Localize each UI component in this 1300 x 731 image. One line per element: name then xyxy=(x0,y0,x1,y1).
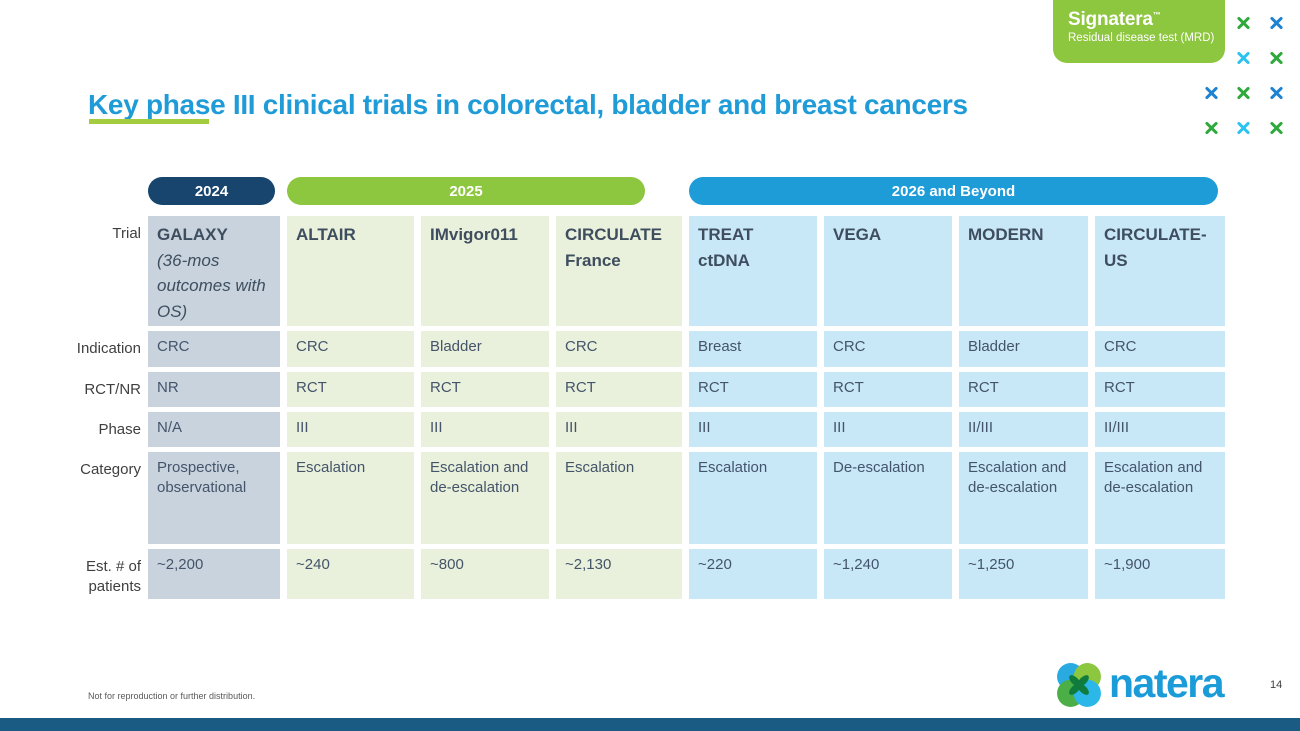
cell-category: Escalation and de-escalation xyxy=(1095,452,1225,544)
x-mark-icon xyxy=(1235,85,1251,101)
page-title: Key phase III clinical trials in colorec… xyxy=(88,88,968,120)
signatera-badge: Signatera™ Residual disease test (MRD) xyxy=(1053,0,1225,63)
row-label-indication: Indication xyxy=(76,340,141,357)
cell-phase: N/A xyxy=(148,412,280,447)
cell-category: Escalation xyxy=(287,452,414,544)
trademark-symbol: ™ xyxy=(1152,10,1161,20)
cell-est-patients: ~2,200 xyxy=(148,549,280,599)
x-mark-icon xyxy=(1203,120,1219,136)
cell-category: Escalation xyxy=(689,452,817,544)
cell-est-patients: ~1,900 xyxy=(1095,549,1225,599)
cell-indication: Bladder xyxy=(959,331,1088,367)
cell-rct-nr: RCT xyxy=(421,372,549,407)
cell-rct-nr: RCT xyxy=(1095,372,1225,407)
group-pill-2025: 2025 xyxy=(287,177,645,205)
row-label-category: Category xyxy=(80,461,141,478)
cell-phase: II/III xyxy=(1095,412,1225,447)
cell-phase: III xyxy=(287,412,414,447)
x-mark-icon xyxy=(1235,15,1251,31)
x-mark-icon xyxy=(1235,120,1251,136)
x-mark-icon xyxy=(1235,50,1251,66)
trial-header-circulate-us: CIRCULATE-US xyxy=(1095,216,1225,326)
signatera-product-name: Signatera xyxy=(1068,9,1153,30)
cell-est-patients: ~240 xyxy=(287,549,414,599)
signatera-badge-title: Signatera™ xyxy=(1068,9,1225,31)
cell-indication: CRC xyxy=(1095,331,1225,367)
page-number: 14 xyxy=(1270,679,1283,691)
cell-est-patients: ~2,130 xyxy=(556,549,682,599)
cell-phase: III xyxy=(689,412,817,447)
trial-header-galaxy: GALAXY (36-mos outcomes with OS) xyxy=(148,216,280,326)
x-mark-icon xyxy=(1268,15,1284,31)
cell-rct-nr: NR xyxy=(148,372,280,407)
row-label-rct-nr: RCT/NR xyxy=(84,381,141,398)
group-pill-2024: 2024 xyxy=(148,177,275,205)
trial-header-altair: ALTAIR xyxy=(287,216,414,326)
trial-header-modern: MODERN xyxy=(959,216,1088,326)
cell-rct-nr: RCT xyxy=(287,372,414,407)
x-mark-icon xyxy=(1268,120,1284,136)
natera-wordmark: natera xyxy=(1109,659,1225,706)
cell-category: Escalation and de-escalation xyxy=(959,452,1088,544)
cell-indication: Bladder xyxy=(421,331,549,367)
row-label-trial: Trial xyxy=(112,225,141,242)
trial-header-imvigor011: IMvigor011 xyxy=(421,216,549,326)
trials-table: Trial GALAXY (36-mos outcomes with OS) A… xyxy=(60,216,1225,599)
cell-est-patients: ~220 xyxy=(689,549,817,599)
cell-category: De-escalation xyxy=(824,452,952,544)
trial-header-vega: VEGA xyxy=(824,216,952,326)
natera-clover-icon xyxy=(1057,663,1101,707)
trial-header-circulate-france: CIRCULATE France xyxy=(556,216,682,326)
x-mark-icon xyxy=(1268,85,1284,101)
x-mark-icon xyxy=(1268,50,1284,66)
cell-phase: III xyxy=(556,412,682,447)
natera-logo: natera xyxy=(1056,659,1225,708)
bottom-accent-bar xyxy=(0,718,1300,731)
cell-est-patients: ~1,240 xyxy=(824,549,952,599)
cell-indication: CRC xyxy=(287,331,414,367)
signatera-badge-subtitle: Residual disease test (MRD) xyxy=(1068,31,1215,44)
cell-category: Escalation and de-escalation xyxy=(421,452,549,544)
cell-est-patients: ~1,250 xyxy=(959,549,1088,599)
cell-indication: CRC xyxy=(556,331,682,367)
cell-rct-nr: RCT xyxy=(824,372,952,407)
cell-est-patients: ~800 xyxy=(421,549,549,599)
cell-indication: CRC xyxy=(148,331,280,367)
cell-phase: III xyxy=(421,412,549,447)
cell-category: Escalation xyxy=(556,452,682,544)
row-label-est-patients: Est. # of patients xyxy=(85,558,141,596)
trial-name: GALAXY xyxy=(157,225,228,244)
cell-indication: CRC xyxy=(824,331,952,367)
disclaimer-text: Not for reproduction or further distribu… xyxy=(88,691,256,701)
title-underline xyxy=(89,119,209,124)
cell-phase: III xyxy=(824,412,952,447)
cell-rct-nr: RCT xyxy=(959,372,1088,407)
cell-indication: Breast xyxy=(689,331,817,367)
row-label-phase: Phase xyxy=(98,421,141,438)
group-pill-2026-and-beyond: 2026 and Beyond xyxy=(689,177,1218,205)
cell-phase: II/III xyxy=(959,412,1088,447)
cell-rct-nr: RCT xyxy=(556,372,682,407)
trial-note: (36-mos outcomes with OS) xyxy=(157,250,266,321)
cell-rct-nr: RCT xyxy=(689,372,817,407)
cell-category: Prospective, observational xyxy=(148,452,280,544)
trial-header-treat-ctdna: TREAT ctDNA xyxy=(689,216,817,326)
